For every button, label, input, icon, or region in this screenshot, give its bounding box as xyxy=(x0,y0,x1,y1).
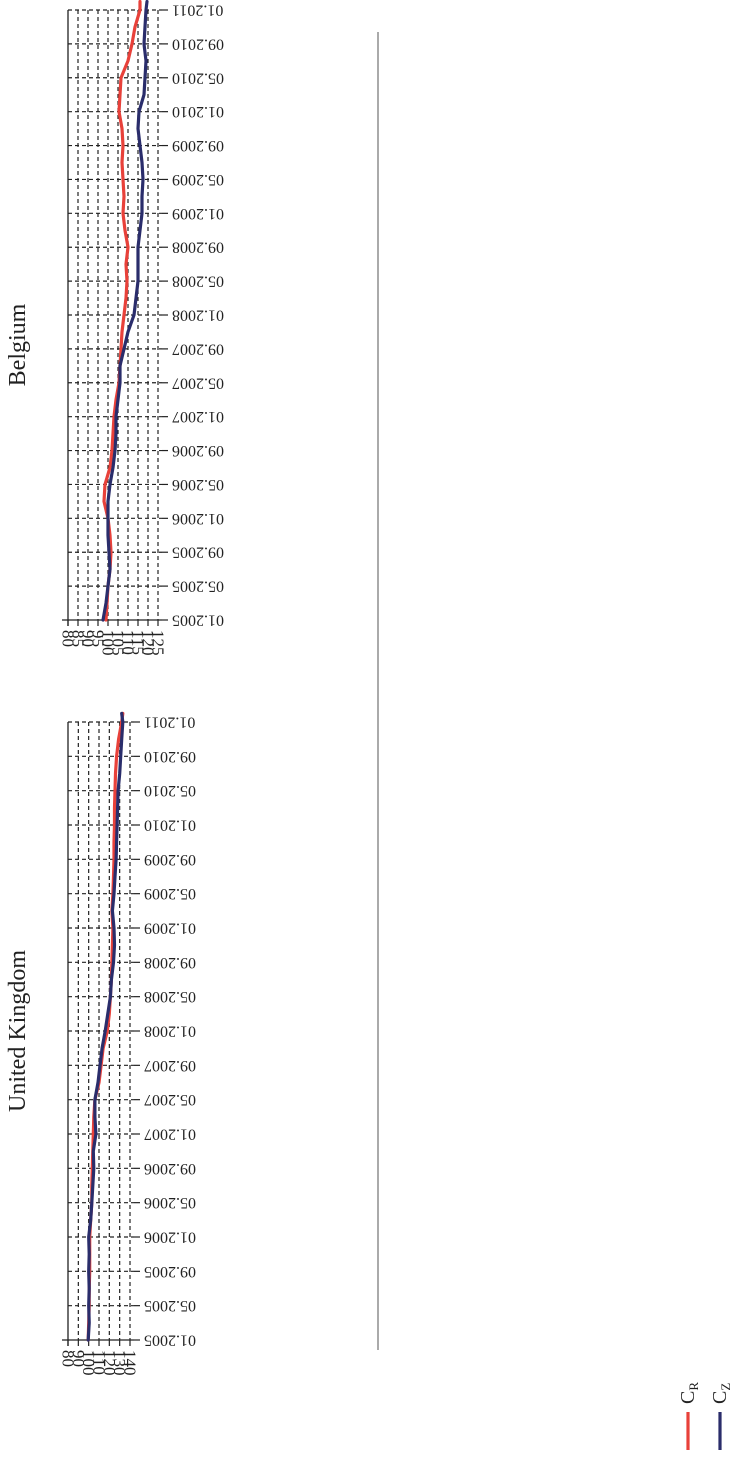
value-tick-label: 105 xyxy=(109,630,128,656)
series-line-c-z xyxy=(86,711,125,1342)
legend-label-z: CZ xyxy=(709,1383,733,1404)
time-tick-label: 01.2011 xyxy=(144,714,195,731)
time-tick-label: 05.2010 xyxy=(172,69,224,86)
time-tick-label: 01.2008 xyxy=(172,307,224,324)
time-tick-label: 09.2008 xyxy=(172,239,224,256)
chart-title: United Kingdom xyxy=(5,950,31,1112)
value-tick-label: 125 xyxy=(149,630,168,656)
time-tick-label: 05.2005 xyxy=(172,578,224,595)
time-tick-label: 09.2009 xyxy=(144,851,196,868)
time-tick-label: 09.2010 xyxy=(172,35,224,52)
time-tick-label: 05.2006 xyxy=(144,1194,196,1211)
time-tick-label: 09.2006 xyxy=(172,442,224,459)
time-tick-label: 09.2005 xyxy=(144,1263,196,1280)
time-tick-label: 09.2007 xyxy=(172,340,224,357)
time-tick-label: 09.2007 xyxy=(144,1057,196,1074)
time-tick-label: 09.2005 xyxy=(172,544,224,561)
time-tick-label: 01.2006 xyxy=(172,510,224,527)
time-tick-label: 01.2006 xyxy=(144,1229,196,1246)
time-tick-label: 05.2010 xyxy=(144,782,196,799)
value-tick-label: 140 xyxy=(121,1350,140,1376)
value-tick-label: 100 xyxy=(79,1350,98,1376)
legend-label-r: CR xyxy=(677,1382,701,1404)
time-tick-label: 01.2010 xyxy=(172,103,224,120)
time-tick-label: 09.2008 xyxy=(144,954,196,971)
value-tick-label: 90 xyxy=(79,630,98,647)
time-tick-label: 01.2005 xyxy=(172,612,224,629)
value-tick-label: 85 xyxy=(69,630,88,647)
legend: CR CZ xyxy=(677,1382,733,1450)
time-tick-label: 05.2007 xyxy=(144,1091,196,1108)
time-tick-label: 01.2007 xyxy=(144,1126,196,1143)
value-tick-label: 130 xyxy=(110,1350,129,1376)
value-tick-label: 95 xyxy=(89,630,108,647)
value-tick-label: 100 xyxy=(99,630,118,656)
value-tick-label: 110 xyxy=(119,630,138,655)
time-tick-label: 01.2005 xyxy=(144,1332,196,1349)
time-tick-label: 01.2011 xyxy=(172,2,223,19)
value-tick-label: 80 xyxy=(59,1350,78,1367)
time-tick-label: 05.2008 xyxy=(144,988,196,1005)
chart-panels: 809010011012013014001.200505.200509.2005… xyxy=(5,0,224,1376)
value-tick-label: 110 xyxy=(90,1350,109,1375)
value-tick-label: 80 xyxy=(59,630,78,647)
value-tick-label: 120 xyxy=(100,1350,119,1376)
value-tick-label: 115 xyxy=(129,630,148,655)
time-tick-label: 05.2009 xyxy=(144,885,196,902)
time-tick-label: 01.2007 xyxy=(172,408,224,425)
time-tick-label: 09.2009 xyxy=(172,137,224,154)
value-tick-label: 90 xyxy=(69,1350,88,1367)
time-tick-label: 05.2008 xyxy=(172,273,224,290)
time-tick-label: 01.2009 xyxy=(172,205,224,222)
time-tick-label: 09.2006 xyxy=(144,1160,196,1177)
time-tick-label: 05.2009 xyxy=(172,171,224,188)
chart-title: Belgium xyxy=(5,303,31,386)
value-tick-label: 120 xyxy=(139,630,158,656)
time-tick-label: 05.2006 xyxy=(172,476,224,493)
time-tick-label: 05.2007 xyxy=(172,374,224,391)
time-tick-label: 05.2005 xyxy=(144,1297,196,1314)
series-line-c-z xyxy=(101,0,149,622)
time-tick-label: 01.2010 xyxy=(144,817,196,834)
time-tick-label: 01.2009 xyxy=(144,920,196,937)
time-tick-label: 01.2008 xyxy=(144,1023,196,1040)
time-tick-label: 09.2010 xyxy=(144,748,196,765)
